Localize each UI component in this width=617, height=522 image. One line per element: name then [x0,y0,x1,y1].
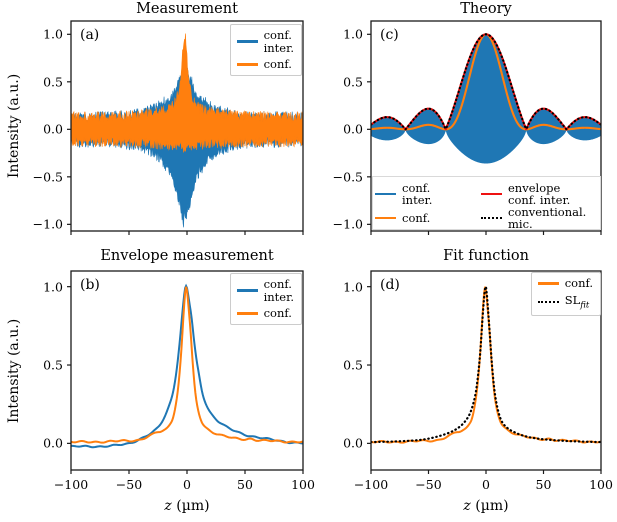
legend-entry-conf-inter-: conf. inter. [375,180,475,207]
line-swatch-icon [236,289,258,292]
ytick-label-b: 1.0 [43,279,63,295]
legend-entry-conf-: conf. [236,57,294,71]
legend-panel-c: conf. inter. conf. envelope conf. inter. co… [372,176,601,230]
line-swatch-icon [481,192,502,196]
y-axis-label-bottom: Intensity (a.u.) [6,318,22,424]
xtick-label-b: 50 [237,477,253,492]
legend-entry-conventional-mic-: conventional. mic. [481,204,598,231]
legend-label: envelope conf. inter. [508,180,571,207]
dotted-line-swatch-icon [537,301,559,304]
legend-label: SLfit [564,292,590,310]
series-conventional-mic- [371,33,601,131]
panel-c [367,20,602,235]
legend-entry-conf-: conf. [375,212,475,225]
legend-label: conventional. mic. [508,204,587,231]
legend-label: conf. inter. [263,28,294,55]
ytick-label-c: −1.0 [332,216,363,232]
legend-panel-a: conf. inter. conf. [229,24,302,76]
legend-label: conf. [564,276,593,290]
tick-marks-d [367,286,602,474]
title-envelope-measurement: Envelope measurement [100,248,274,264]
ytick-label-d: 0.5 [343,357,363,373]
legend-entry-conf-inter-: conf. inter. [236,277,294,304]
line-swatch-icon [236,62,258,66]
x-axis-label-b: z (µm) [147,498,227,514]
x-axis-label-z: z [463,498,471,514]
panel-a [67,20,304,235]
tick-marks-c [367,33,602,235]
line-swatch-icon [537,281,559,285]
ytick-label-c: 1.0 [343,26,363,42]
ytick-label-a: −0.5 [32,169,63,185]
panel-b [67,270,304,474]
ytick-label-a: 0.0 [43,121,63,137]
x-axis-label-d: z (µm) [446,498,526,514]
legend-entry-slfit: SLfit [537,292,593,312]
panel-label-c: (c) [380,27,399,43]
x-axis-label-z: z [164,498,172,514]
tick-marks-a [67,33,304,235]
dotted-line-swatch-icon [481,217,502,219]
ytick-label-b: 0.0 [43,435,63,451]
line-swatch-icon [375,192,396,196]
legend-entry-conf-: conf. [236,306,294,320]
xtick-label-d: 100 [589,477,613,492]
legend-entry-conf-: conf. [537,276,593,290]
xtick-label-b: −100 [53,477,89,492]
line-swatch-icon [236,40,258,43]
panel-label-b: (b) [80,277,100,293]
series-conf-inter- [371,34,601,164]
ytick-label-b: 0.5 [43,357,63,373]
series-conf- [71,286,303,444]
xtick-label-d: 0 [482,477,490,492]
x-axis-label-units: (µm) [176,498,210,514]
ytick-label-a: 1.0 [43,26,63,42]
ytick-label-c: −0.5 [332,169,363,185]
ytick-label-d: 1.0 [343,279,363,295]
line-swatch-icon [236,311,258,315]
xtick-label-b: 0 [183,477,191,492]
xtick-label-d: −50 [415,477,442,492]
title-fit-function: Fit function [443,248,529,264]
ytick-label-a: 0.5 [43,74,63,90]
legend-label: conf. [263,306,292,320]
legend-panel-b: conf. inter. conf. [229,273,302,325]
xtick-label-b: −50 [115,477,143,492]
ytick-label-a: −1.0 [32,216,63,232]
y-axis-label-top: Intensity (a.u.) [6,73,22,179]
panel-d [367,270,602,474]
xtick-label-d: 50 [535,477,552,492]
ytick-label-d: 0.0 [343,435,363,451]
line-swatch-icon [375,216,396,220]
series-sl-fit [371,283,601,444]
title-theory: Theory [460,1,512,17]
panel-label-a: (a) [80,27,100,43]
ytick-label-c: 0.0 [343,121,363,137]
tick-marks-b [67,286,304,474]
ytick-label-c: 0.5 [343,74,363,90]
legend-panel-d: conf. SLfit [530,272,601,317]
panel-label-d: (d) [380,277,400,293]
x-axis-label-units: (µm) [475,498,509,514]
legend-label: conf. [263,57,292,71]
legend-label: conf. [402,210,431,225]
title-measurement: Measurement [136,1,238,17]
xtick-label-b: 100 [291,477,315,492]
legend-label: conf. inter. [263,277,294,304]
legend-entry-envelope-conf-inter-: envelope conf. inter. [481,180,598,207]
legend-label: conf. inter. [402,180,433,207]
xtick-label-d: −100 [353,477,389,492]
legend-entry-conf-inter-: conf. inter. [236,28,294,55]
